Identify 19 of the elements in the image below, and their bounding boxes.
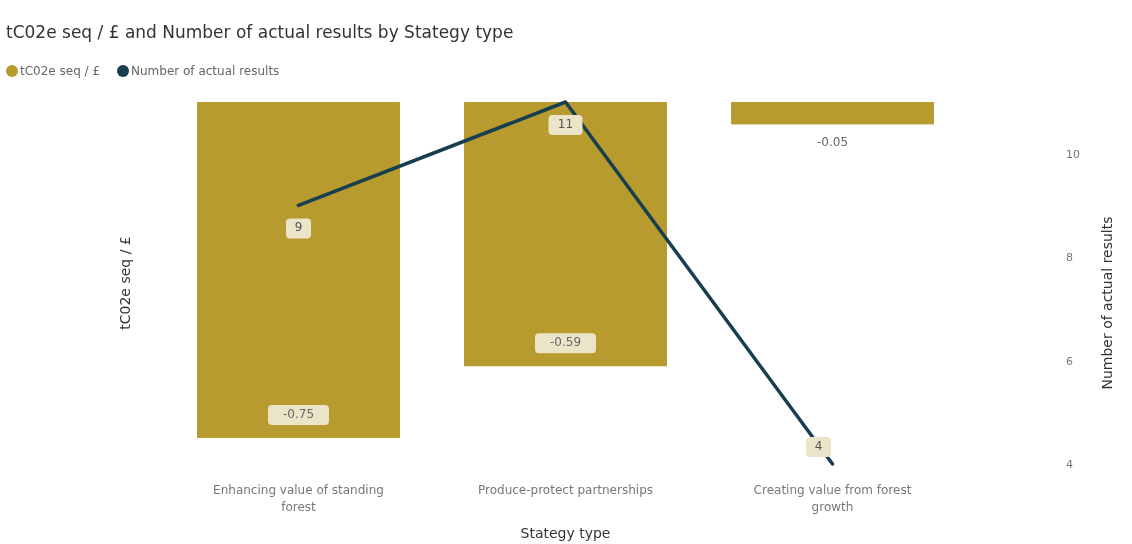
legend-label: Number of actual results [131,64,280,78]
chart-title: tC02e seq / £ and Number of actual results by Stategy type [6,22,514,42]
y2-tick-label: 6 [1066,354,1073,368]
y2-axis-title: Number of actual results [1099,216,1115,390]
x-tick-label: Creating value from forest growth [753,483,912,514]
data-label: 11 [557,117,574,131]
data-label: -0.75 [282,406,315,421]
y2-tick-label: 10 [1066,147,1080,161]
y-axis-title: tC02e seq / £ [117,236,133,330]
data-label: -0.59 [549,335,582,350]
y2-tick-label: 4 [1066,458,1073,471]
data-label: 4 [814,439,823,453]
x-tick-label: Enhancing value of standing forest [213,483,384,514]
data-label: -0.05 [816,135,849,150]
legend-label: tC02e seq / £ [20,64,101,78]
data-label: 9 [294,220,303,235]
x-tick-label: Produce-protect partnerships [478,483,653,497]
x-axis-title: Stategy type [520,525,611,541]
y2-tick-label: 8 [1066,251,1073,265]
